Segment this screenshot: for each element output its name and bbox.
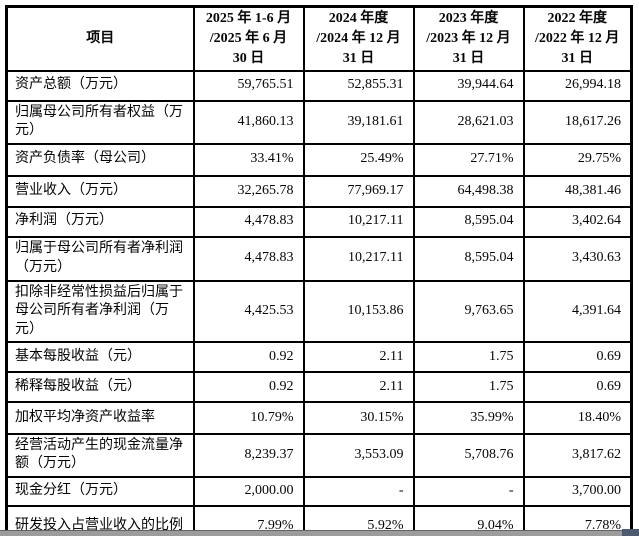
value-cell: 26,994.18 xyxy=(522,69,633,102)
bottom-scrollbar-track[interactable] xyxy=(0,530,639,536)
value-cell: 52,855.31 xyxy=(302,69,415,102)
value-cell: 4,478.83 xyxy=(192,205,305,238)
value-cell: 2,000.00 xyxy=(192,475,305,507)
value-cell: 4,425.53 xyxy=(192,279,305,343)
row-label: 归属于母公司所有者净利润（万元） xyxy=(5,235,195,282)
value-cell: 0.69 xyxy=(522,370,633,403)
table-row: 归属母公司所有者权益（万元） 41,860.13 39,181.61 28,62… xyxy=(5,99,633,145)
value-cell: 3,402.64 xyxy=(522,205,633,238)
value-cell: 77,969.17 xyxy=(302,174,415,208)
value-cell: 0.92 xyxy=(192,370,305,403)
value-cell: 28,621.03 xyxy=(412,99,525,145)
table-row: 净利润（万元） 4,478.83 10,217.11 8,595.04 3,40… xyxy=(5,205,633,238)
value-cell: 2.11 xyxy=(302,370,415,403)
value-cell: 29.75% xyxy=(522,142,633,177)
row-label: 基本每股收益（元） xyxy=(5,340,195,373)
value-cell: 39,944.64 xyxy=(412,69,525,102)
col-header-period-2022: 2022 年度 /2022 年 12 月 31 日 xyxy=(522,5,633,72)
value-cell: 33.41% xyxy=(192,142,305,177)
value-cell: 10.79% xyxy=(192,400,305,435)
value-cell: 3,553.09 xyxy=(302,432,415,478)
row-label: 营业收入（万元） xyxy=(5,174,195,208)
value-cell: 8,239.37 xyxy=(192,432,305,478)
value-cell: 25.49% xyxy=(302,142,415,177)
col-header-period-2024: 2024 年度 /2024 年 12 月 31 日 xyxy=(302,5,415,72)
value-cell: 39,181.61 xyxy=(302,99,415,145)
value-cell: - xyxy=(302,475,415,507)
row-label: 现金分红（万元） xyxy=(5,475,195,507)
header-row: 项目 2025 年 1-6 月 /2025 年 6 月 30 日 2024 年度… xyxy=(5,5,633,72)
table-row: 扣除非经常性损益后归属于母公司所有者净利润（万元） 4,425.53 10,15… xyxy=(5,279,633,343)
table-row: 稀释每股收益（元） 0.92 2.11 1.75 0.69 xyxy=(5,370,633,403)
value-cell: 32,265.78 xyxy=(192,174,305,208)
value-cell: 9,763.65 xyxy=(412,279,525,343)
value-cell: 18,617.26 xyxy=(522,99,633,145)
row-label: 净利润（万元） xyxy=(5,205,195,238)
value-cell: 59,765.51 xyxy=(192,69,305,102)
value-cell: 35.99% xyxy=(412,400,525,435)
value-cell: 0.69 xyxy=(522,340,633,373)
financial-summary-table: 项目 2025 年 1-6 月 /2025 年 6 月 30 日 2024 年度… xyxy=(5,5,633,536)
value-cell: 48,381.46 xyxy=(522,174,633,208)
value-cell: 18.40% xyxy=(522,400,633,435)
value-cell: 8,595.04 xyxy=(412,205,525,238)
value-cell: 3,817.62 xyxy=(522,432,633,478)
value-cell: 1.75 xyxy=(412,340,525,373)
table-row: 现金分红（万元） 2,000.00 - - 3,700.00 xyxy=(5,475,633,507)
row-label: 加权平均净资产收益率 xyxy=(5,400,195,435)
value-cell: 4,391.64 xyxy=(522,279,633,343)
value-cell: 10,217.11 xyxy=(302,205,415,238)
table-row: 基本每股收益（元） 0.92 2.11 1.75 0.69 xyxy=(5,340,633,373)
value-cell: 8,595.04 xyxy=(412,235,525,282)
scrollbar-corner xyxy=(622,529,639,536)
value-cell: 3,430.63 xyxy=(522,235,633,282)
table-row: 资产总额（万元） 59,765.51 52,855.31 39,944.64 2… xyxy=(5,69,633,102)
row-label: 资产负债率（母公司） xyxy=(5,142,195,177)
row-label: 资产总额（万元） xyxy=(5,69,195,102)
row-label: 归属母公司所有者权益（万元） xyxy=(5,99,195,145)
value-cell: 4,478.83 xyxy=(192,235,305,282)
value-cell: 10,217.11 xyxy=(302,235,415,282)
value-cell: 64,498.38 xyxy=(412,174,525,208)
table-row: 经营活动产生的现金流量净额（万元） 8,239.37 3,553.09 5,70… xyxy=(5,432,633,478)
value-cell: 0.92 xyxy=(192,340,305,373)
row-label: 稀释每股收益（元） xyxy=(5,370,195,403)
value-cell: 41,860.13 xyxy=(192,99,305,145)
value-cell: - xyxy=(412,475,525,507)
value-cell: 10,153.86 xyxy=(302,279,415,343)
table-row: 资产负债率（母公司） 33.41% 25.49% 27.71% 29.75% xyxy=(5,142,633,177)
col-header-item: 项目 xyxy=(5,5,195,72)
row-label: 经营活动产生的现金流量净额（万元） xyxy=(5,432,195,478)
row-label: 扣除非经常性损益后归属于母公司所有者净利润（万元） xyxy=(5,279,195,343)
value-cell: 30.15% xyxy=(302,400,415,435)
value-cell: 2.11 xyxy=(302,340,415,373)
col-header-period-2023: 2023 年度 /2023 年 12 月 31 日 xyxy=(412,5,525,72)
table-row: 营业收入（万元） 32,265.78 77,969.17 64,498.38 4… xyxy=(5,174,633,208)
value-cell: 27.71% xyxy=(412,142,525,177)
value-cell: 3,700.00 xyxy=(522,475,633,507)
value-cell: 1.75 xyxy=(412,370,525,403)
table-row: 加权平均净资产收益率 10.79% 30.15% 35.99% 18.40% xyxy=(5,400,633,435)
value-cell: 5,708.76 xyxy=(412,432,525,478)
col-header-period-2025: 2025 年 1-6 月 /2025 年 6 月 30 日 xyxy=(192,5,305,72)
table-row: 归属于母公司所有者净利润（万元） 4,478.83 10,217.11 8,59… xyxy=(5,235,633,282)
